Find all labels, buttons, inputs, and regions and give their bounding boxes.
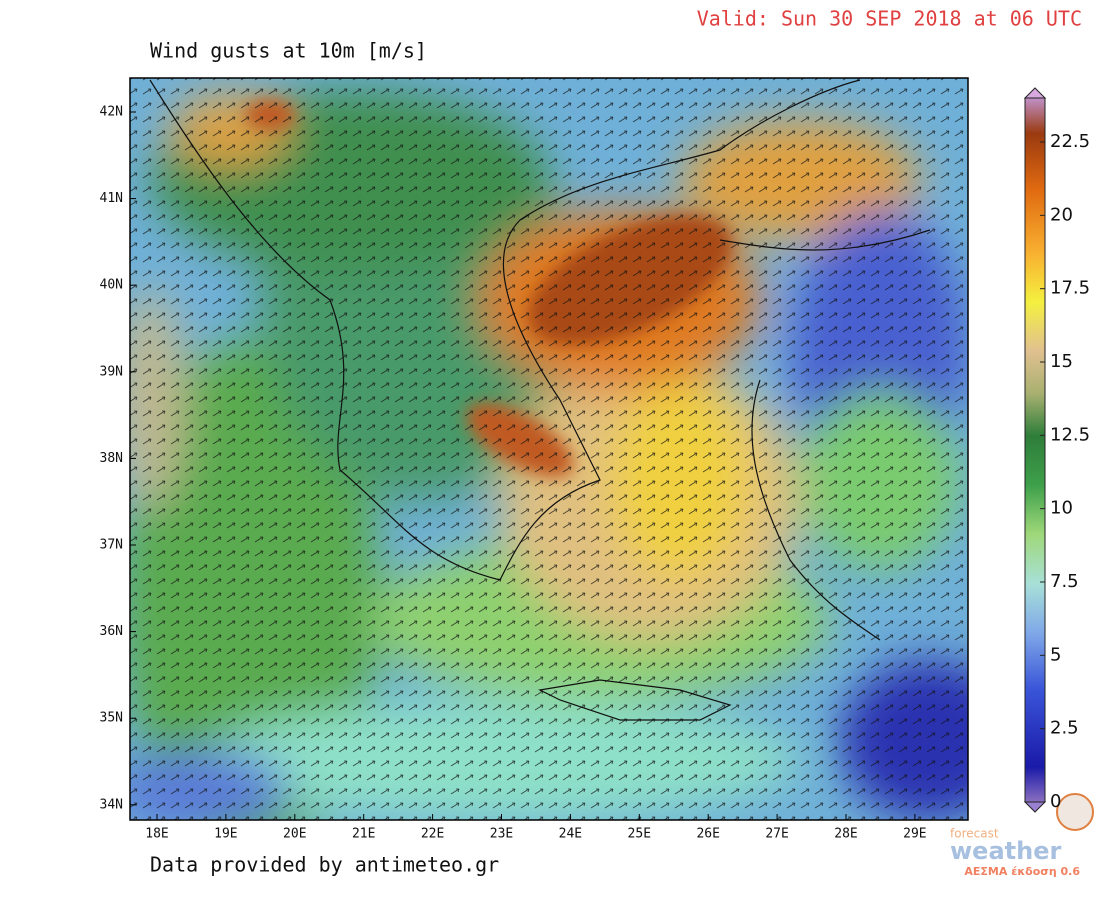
colorbar: [1024, 97, 1046, 803]
colorbar-label: 2.5: [1050, 718, 1079, 739]
lon-label: 19E: [214, 827, 237, 842]
colorbar-label: 5: [1050, 644, 1061, 665]
colorbar-label: 7.5: [1050, 571, 1079, 592]
colorbar-label: 0: [1050, 791, 1061, 812]
gust-field: [130, 78, 968, 820]
lon-label: 22E: [421, 827, 444, 842]
lat-label: 41N: [100, 191, 123, 206]
colorbar-label: 12.5: [1050, 424, 1090, 445]
map-title: Wind gusts at 10m [m/s]: [150, 39, 427, 63]
lon-label: 29E: [903, 827, 926, 842]
lon-label: 27E: [765, 827, 788, 842]
logo-sub: ΑΕΣΜΑ έκδοση 0.6: [964, 865, 1080, 878]
lat-label: 34N: [100, 797, 123, 812]
logo-top: forecast: [950, 827, 999, 841]
lat-label: 37N: [100, 538, 123, 553]
colorbar-label: 17.5: [1050, 278, 1090, 299]
valid-time: Valid: Sun 30 SEP 2018 at 06 UTC: [697, 7, 1082, 31]
lat-label: 40N: [100, 278, 123, 293]
colorbar-label: 20: [1050, 204, 1073, 225]
colorbar-cap: [1023, 87, 1047, 99]
colorbar-label: 10: [1050, 498, 1073, 519]
colorbar-label: 15: [1050, 351, 1073, 372]
lon-label: 18E: [145, 827, 168, 842]
lon-label: 26E: [696, 827, 719, 842]
logo: forecast weather ΑΕΣΜΑ έκδοση 0.6: [950, 793, 1094, 878]
logo-main: weather: [950, 837, 1061, 865]
lon-label: 23E: [490, 827, 513, 842]
footer: Data provided by antimeteo.gr: [150, 853, 499, 877]
lat-label: 39N: [100, 364, 123, 379]
lon-label: 21E: [352, 827, 375, 842]
lat-label: 35N: [100, 711, 123, 726]
lon-label: 28E: [834, 827, 857, 842]
colorbar-cap: [1023, 801, 1047, 813]
colorbar-label: 22.5: [1050, 131, 1090, 152]
logo-globe: [1056, 793, 1094, 831]
map-frame: [129, 77, 969, 821]
lon-label: 20E: [283, 827, 306, 842]
lon-label: 25E: [628, 827, 651, 842]
lon-label: 24E: [559, 827, 582, 842]
lat-label: 36N: [100, 624, 123, 639]
lat-label: 42N: [100, 105, 123, 120]
lat-label: 38N: [100, 451, 123, 466]
